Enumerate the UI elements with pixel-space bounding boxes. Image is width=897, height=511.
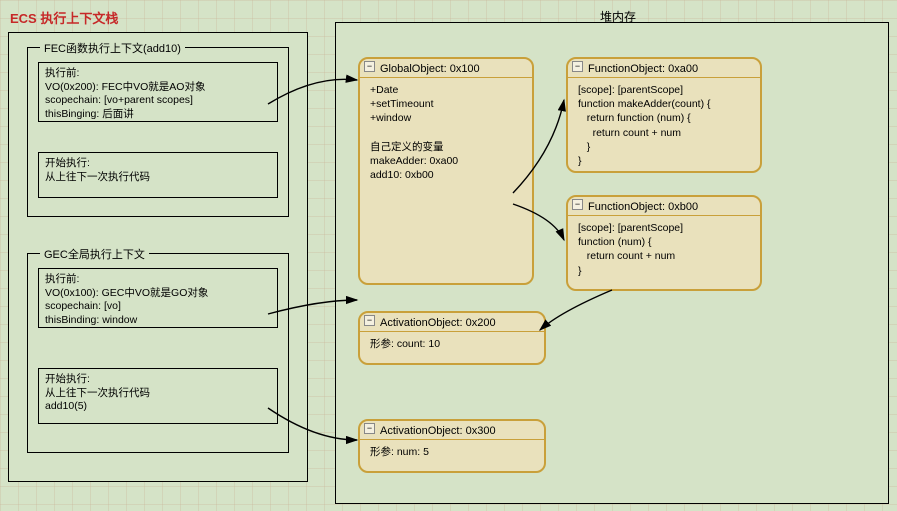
global-object-node: −GlobalObject: 0x100 +Date +setTimeount … xyxy=(358,57,534,285)
activation-200-node: −ActivationObject: 0x200 形参: count: 10 xyxy=(358,311,546,365)
gec-pre-exec: 执行前: VO(0x100): GEC中VO就是GO对象 scopechain:… xyxy=(38,268,278,328)
heap-area: −GlobalObject: 0x100 +Date +setTimeount … xyxy=(335,22,889,504)
stack-title: ECS 执行上下文栈 xyxy=(10,8,118,27)
collapse-icon[interactable]: − xyxy=(572,199,583,210)
stack-area: FEC函数执行上下文(add10) 执行前: VO(0x200): FEC中VO… xyxy=(8,32,308,482)
gec-exec: 开始执行: 从上往下一次执行代码 add10(5) xyxy=(38,368,278,424)
gec-title: GEC全局执行上下文 xyxy=(40,246,149,262)
gec-context: GEC全局执行上下文 执行前: VO(0x100): GEC中VO就是GO对象 … xyxy=(27,253,289,453)
collapse-icon[interactable]: − xyxy=(572,61,583,72)
function-b00-node: −FunctionObject: 0xb00 [scope]: [parentS… xyxy=(566,195,762,291)
fb00-title: FunctionObject: 0xb00 xyxy=(588,201,698,213)
fec-exec: 开始执行: 从上往下一次执行代码 xyxy=(38,152,278,198)
ao200-body: 形参: count: 10 xyxy=(360,332,544,357)
ao300-title: ActivationObject: 0x300 xyxy=(380,425,496,437)
ao200-title: ActivationObject: 0x200 xyxy=(380,317,496,329)
go-body: +Date +setTimeount +window 自己定义的变量 makeA… xyxy=(360,78,532,188)
fec-pre-exec: 执行前: VO(0x200): FEC中VO就是AO对象 scopechain:… xyxy=(38,62,278,122)
fb00-body: [scope]: [parentScope] function (num) { … xyxy=(568,216,760,284)
fa00-title: FunctionObject: 0xa00 xyxy=(588,63,698,75)
go-title: GlobalObject: 0x100 xyxy=(380,63,480,75)
fec-context: FEC函数执行上下文(add10) 执行前: VO(0x200): FEC中VO… xyxy=(27,47,289,217)
collapse-icon[interactable]: − xyxy=(364,315,375,326)
fec-title: FEC函数执行上下文(add10) xyxy=(40,40,185,56)
activation-300-node: −ActivationObject: 0x300 形参: num: 5 xyxy=(358,419,546,473)
function-a00-node: −FunctionObject: 0xa00 [scope]: [parentS… xyxy=(566,57,762,173)
collapse-icon[interactable]: − xyxy=(364,423,375,434)
collapse-icon[interactable]: − xyxy=(364,61,375,72)
ao300-body: 形参: num: 5 xyxy=(360,440,544,465)
fa00-body: [scope]: [parentScope] function makeAdde… xyxy=(568,78,760,174)
